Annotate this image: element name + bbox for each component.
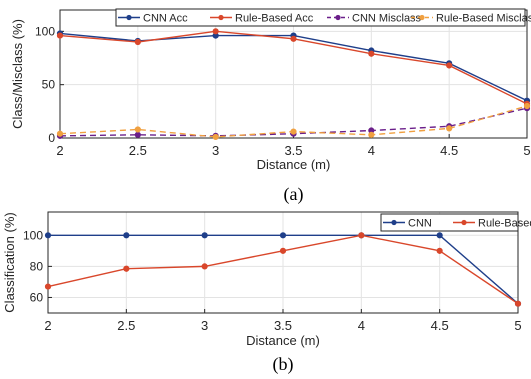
- data-point: [368, 50, 375, 57]
- legend-swatch-marker: [335, 14, 341, 21]
- legend-label: Rule-Based Acc: [235, 13, 314, 25]
- data-point: [56, 32, 64, 39]
- y-tick-label: 60: [30, 290, 44, 304]
- data-point: [290, 35, 297, 42]
- figure-caption: (b): [273, 354, 294, 375]
- legend-swatch-marker: [126, 14, 132, 21]
- chart-b: 2 2.5 3 3.5 4 4.5 5 60 80 100 Distance (m) Classifi…: [2, 211, 531, 375]
- x-tick-label: 4: [358, 318, 365, 333]
- figure-caption: (a): [284, 184, 304, 205]
- legend: CNN Rule-Based: [380, 213, 531, 232]
- x-tick-label: 3.5: [274, 318, 292, 333]
- data-point: [290, 128, 297, 135]
- legend-label: CNN Misclass: [352, 13, 422, 25]
- legend-label: Rule-Based Misclass: [436, 13, 531, 25]
- x-tick-label: 5: [523, 143, 530, 158]
- x-tick-label: 5: [514, 318, 521, 333]
- y-tick-label: 100: [23, 228, 43, 242]
- data-point: [279, 232, 287, 239]
- y-tick-label: 80: [30, 259, 44, 273]
- x-tick-label: 4.5: [440, 143, 458, 158]
- data-point: [436, 247, 443, 254]
- data-point: [44, 232, 52, 239]
- data-point: [436, 232, 443, 239]
- legend-box: [115, 8, 526, 27]
- legend-swatch-marker: [391, 219, 397, 226]
- data-point: [446, 125, 453, 132]
- legend: CNN Acc Rule-Based Acc CNN Misclass Rule-Ba…: [115, 8, 531, 27]
- data-point: [523, 102, 531, 110]
- data-point: [123, 232, 130, 239]
- x-tick-label: 4: [368, 143, 375, 158]
- y-axis-label: Class/Misclass (%): [10, 19, 25, 129]
- data-point: [279, 247, 287, 254]
- x-tick-label: 2.5: [129, 143, 147, 158]
- data-point: [56, 130, 64, 137]
- x-tick-label: 2: [44, 318, 51, 333]
- data-point: [212, 28, 219, 35]
- x-tick-label: 4.5: [431, 318, 449, 333]
- data-point: [134, 131, 141, 138]
- y-tick-label: 0: [48, 131, 55, 145]
- data-point: [446, 62, 453, 69]
- data-point: [514, 300, 522, 307]
- x-axis-label: Distance (m): [246, 333, 320, 348]
- data-point: [212, 133, 219, 141]
- x-tick-label: 3: [201, 318, 208, 333]
- legend-swatch-marker: [419, 14, 425, 21]
- data-point: [201, 232, 208, 239]
- legend-swatch-marker: [218, 14, 224, 21]
- legend-label: Rule-Based: [478, 218, 531, 230]
- y-tick-label: 100: [35, 24, 55, 38]
- x-axis-label: Distance (m): [257, 157, 331, 172]
- legend-label: CNN Acc: [143, 13, 188, 25]
- y-tick-label: 50: [42, 78, 56, 92]
- data-point: [201, 263, 208, 270]
- data-point: [123, 265, 130, 272]
- x-tick-label: 3: [212, 143, 219, 158]
- data-point: [44, 283, 52, 290]
- data-point: [358, 232, 365, 239]
- legend-box: [380, 213, 519, 232]
- data-point: [134, 126, 141, 133]
- data-point: [134, 38, 141, 46]
- legend-swatch-marker: [461, 219, 467, 226]
- x-tick-label: 2.5: [117, 318, 135, 333]
- x-tick-label: 2: [56, 143, 63, 158]
- legend-label: CNN: [408, 218, 432, 230]
- data-point: [368, 131, 375, 138]
- y-axis-label: Classification (%): [2, 212, 17, 312]
- x-tick-label: 3.5: [284, 143, 302, 158]
